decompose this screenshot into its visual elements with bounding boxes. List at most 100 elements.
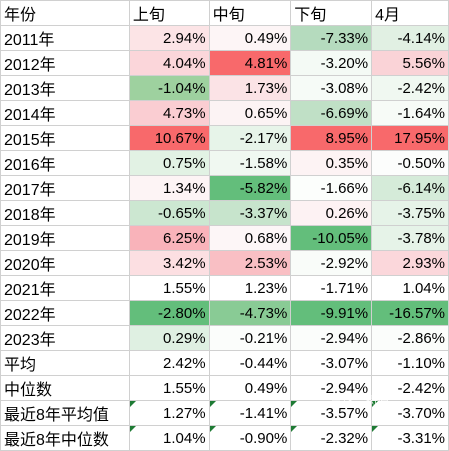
row-label[interactable]: 2023年 xyxy=(0,325,130,351)
value-cell[interactable]: -2.42% xyxy=(371,375,449,401)
value-cell[interactable]: -1.10% xyxy=(371,350,449,376)
column-header[interactable]: 4月 xyxy=(371,0,449,26)
value-cell[interactable]: -0.50% xyxy=(371,150,449,176)
table-row: 2018年 -0.65% -3.37% 0.26% -3.75% xyxy=(0,200,449,226)
value-cell[interactable]: -2.17% xyxy=(208,125,292,151)
table-row: 2023年 0.29% -0.21% -2.94% -2.86% xyxy=(0,325,449,351)
value-cell[interactable]: 2.94% xyxy=(128,25,210,51)
row-label[interactable]: 最近8年平均值 xyxy=(0,400,130,426)
value-cell[interactable]: 0.29% xyxy=(128,325,210,351)
value-cell[interactable]: -6.69% xyxy=(290,100,373,126)
value-cell[interactable]: -2.42% xyxy=(371,75,449,101)
row-label[interactable]: 2021年 xyxy=(0,275,130,301)
value-cell[interactable]: -5.82% xyxy=(208,175,292,201)
table-row: 2017年 1.34% -5.82% -1.66% -6.14% xyxy=(0,175,449,201)
table-row: 2012年 4.04% 4.81% -3.20% 5.56% xyxy=(0,50,449,76)
row-label[interactable]: 2014年 xyxy=(0,100,130,126)
value-cell[interactable]: -1.41% xyxy=(208,400,292,426)
value-cell[interactable]: -0.21% xyxy=(208,325,292,351)
value-cell[interactable]: -16.57% xyxy=(371,300,449,326)
value-cell[interactable]: -3.57% xyxy=(290,400,373,426)
value-cell[interactable]: -2.92% xyxy=(290,250,373,276)
value-cell[interactable]: 1.27% xyxy=(128,400,210,426)
value-cell[interactable]: -3.78% xyxy=(371,225,449,251)
row-label[interactable]: 中位数 xyxy=(0,375,130,401)
value-cell[interactable]: 0.68% xyxy=(208,225,292,251)
value-cell[interactable]: 17.95% xyxy=(371,125,449,151)
value-cell[interactable]: 6.25% xyxy=(128,225,210,251)
value-cell[interactable]: 1.55% xyxy=(128,375,210,401)
value-cell[interactable]: 4.81% xyxy=(208,50,292,76)
row-label[interactable]: 最近8年中位数 xyxy=(0,425,130,451)
table-row: 平均 2.42% -0.44% -3.07% -1.10% xyxy=(0,350,449,376)
column-header[interactable]: 上旬 xyxy=(128,0,210,26)
value-cell[interactable]: -9.91% xyxy=(290,300,373,326)
row-label[interactable]: 2020年 xyxy=(0,250,130,276)
value-cell[interactable]: 1.34% xyxy=(128,175,210,201)
value-cell[interactable]: 1.04% xyxy=(128,425,210,451)
row-label[interactable]: 2018年 xyxy=(0,200,130,226)
value-cell[interactable]: 1.04% xyxy=(371,275,449,301)
value-cell[interactable]: -1.04% xyxy=(128,75,210,101)
value-cell[interactable]: 4.04% xyxy=(128,50,210,76)
value-cell[interactable]: 0.75% xyxy=(128,150,210,176)
row-label[interactable]: 2016年 xyxy=(0,150,130,176)
value-cell[interactable]: -7.33% xyxy=(290,25,373,51)
value-cell[interactable]: 0.65% xyxy=(208,100,292,126)
value-cell[interactable]: 4.73% xyxy=(128,100,210,126)
row-label[interactable]: 2015年 xyxy=(0,125,130,151)
table-row: 2022年 -2.80% -4.73% -9.91% -16.57% xyxy=(0,300,449,326)
value-cell[interactable]: 1.73% xyxy=(208,75,292,101)
value-cell[interactable]: -2.32% xyxy=(290,425,373,451)
column-header[interactable]: 年份 xyxy=(0,0,130,26)
value-cell[interactable]: -10.05% xyxy=(290,225,373,251)
value-cell[interactable]: 0.26% xyxy=(290,200,373,226)
value-cell[interactable]: -4.73% xyxy=(208,300,292,326)
value-cell[interactable]: 1.23% xyxy=(208,275,292,301)
value-cell[interactable]: -2.80% xyxy=(128,300,210,326)
table-row: 中位数 1.55% 0.49% -2.94% -2.42% xyxy=(0,375,449,401)
value-cell[interactable]: -3.20% xyxy=(290,50,373,76)
value-cell[interactable]: -1.71% xyxy=(290,275,373,301)
value-cell[interactable]: -3.08% xyxy=(290,75,373,101)
value-cell[interactable]: -2.94% xyxy=(290,325,373,351)
row-label[interactable]: 2017年 xyxy=(0,175,130,201)
column-header[interactable]: 中旬 xyxy=(208,0,292,26)
row-label[interactable]: 2019年 xyxy=(0,225,130,251)
value-cell[interactable]: 0.49% xyxy=(208,25,292,51)
value-cell[interactable]: -1.58% xyxy=(208,150,292,176)
row-label[interactable]: 平均 xyxy=(0,350,130,376)
value-cell[interactable]: 0.35% xyxy=(290,150,373,176)
value-cell[interactable]: -0.90% xyxy=(208,425,292,451)
value-cell[interactable]: -3.37% xyxy=(208,200,292,226)
value-cell[interactable]: 2.93% xyxy=(371,250,449,276)
value-cell[interactable]: 3.42% xyxy=(128,250,210,276)
value-cell[interactable]: 1.55% xyxy=(128,275,210,301)
row-label[interactable]: 2012年 xyxy=(0,50,130,76)
table-row: 2021年 1.55% 1.23% -1.71% 1.04% xyxy=(0,275,449,301)
value-cell[interactable]: -2.94% xyxy=(290,375,373,401)
value-cell[interactable]: -1.66% xyxy=(290,175,373,201)
value-cell[interactable]: -3.75% xyxy=(371,200,449,226)
value-cell[interactable]: -0.65% xyxy=(128,200,210,226)
value-cell[interactable]: -0.44% xyxy=(208,350,292,376)
row-label[interactable]: 2011年 xyxy=(0,25,130,51)
value-cell[interactable]: 2.42% xyxy=(128,350,210,376)
value-cell[interactable]: -3.31% xyxy=(371,425,449,451)
table-row: 2016年 0.75% -1.58% 0.35% -0.50% xyxy=(0,150,449,176)
row-label[interactable]: 2022年 xyxy=(0,300,130,326)
value-cell[interactable]: 10.67% xyxy=(128,125,210,151)
value-cell[interactable]: 5.56% xyxy=(371,50,449,76)
value-cell[interactable]: 0.49% xyxy=(208,375,292,401)
value-cell[interactable]: -6.14% xyxy=(371,175,449,201)
value-cell[interactable]: -3.70% xyxy=(371,400,449,426)
table-row: 最近8年中位数 1.04% -0.90% -2.32% -3.31% xyxy=(0,425,449,451)
column-header[interactable]: 下旬 xyxy=(290,0,373,26)
value-cell[interactable]: -3.07% xyxy=(290,350,373,376)
value-cell[interactable]: 2.53% xyxy=(208,250,292,276)
row-label[interactable]: 2013年 xyxy=(0,75,130,101)
value-cell[interactable]: -1.64% xyxy=(371,100,449,126)
value-cell[interactable]: -2.86% xyxy=(371,325,449,351)
value-cell[interactable]: 8.95% xyxy=(290,125,373,151)
value-cell[interactable]: -4.14% xyxy=(371,25,449,51)
